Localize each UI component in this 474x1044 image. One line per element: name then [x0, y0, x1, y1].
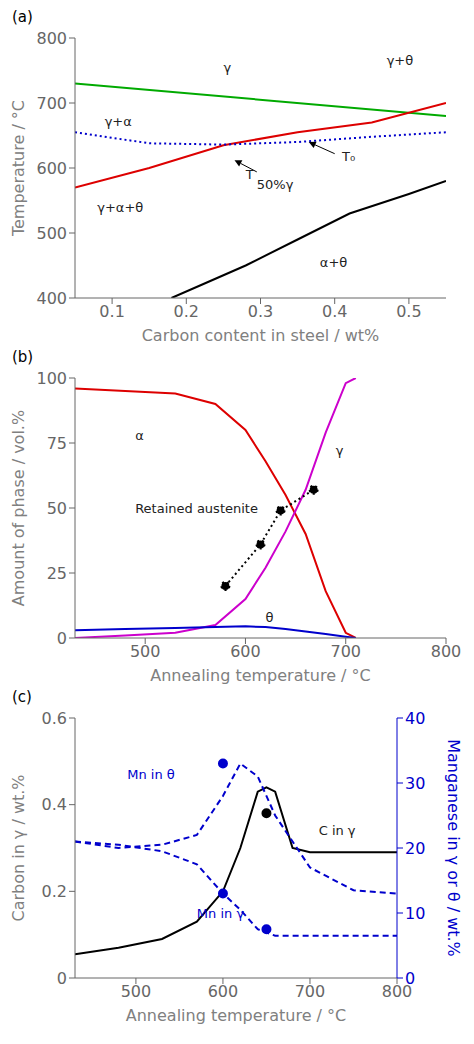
svg-text:0: 0 [405, 969, 415, 988]
svg-text:40: 40 [405, 709, 425, 728]
svg-text:Carbon in γ / wt.%: Carbon in γ / wt.% [9, 774, 28, 921]
svg-text:T₀: T₀ [341, 149, 355, 164]
svg-text:0.2: 0.2 [42, 882, 67, 901]
svg-text:γ: γ [223, 60, 231, 75]
svg-text:Amount of phase / vol.%: Amount of phase / vol.% [9, 410, 28, 606]
svg-text:500: 500 [130, 642, 161, 661]
svg-text:Manganese in γ or θ / wt.%: Manganese in γ or θ / wt.% [444, 739, 463, 957]
svg-text:θ: θ [266, 610, 274, 625]
svg-text:T: T [245, 167, 254, 182]
svg-text:800: 800 [431, 642, 462, 661]
svg-text:γ+α+θ: γ+α+θ [97, 200, 143, 215]
svg-text:0: 0 [57, 629, 67, 648]
svg-text:γ+α: γ+α [105, 114, 132, 129]
svg-text:α+θ: α+θ [320, 255, 347, 270]
svg-text:30: 30 [405, 774, 425, 793]
svg-text:800: 800 [381, 982, 413, 1002]
svg-text:0.4: 0.4 [322, 302, 347, 321]
svg-text:Carbon content in steel / wt%: Carbon content in steel / wt% [142, 326, 380, 345]
svg-text:Temperature / °C: Temperature / °C [9, 100, 28, 237]
svg-text:0.5: 0.5 [396, 302, 421, 321]
svg-text:0.6: 0.6 [42, 709, 67, 728]
svg-text:Retained austenite: Retained austenite [135, 501, 258, 516]
html-text:(b): (b) [12, 348, 34, 366]
svg-text:700: 700 [295, 982, 326, 1001]
svg-text:50%γ: 50%γ [257, 177, 294, 192]
svg-text:100: 100 [36, 369, 67, 388]
svg-text:600: 600 [230, 642, 261, 661]
html-text:(c): (c) [12, 688, 32, 706]
svg-text:Annealing temperature / °C: Annealing temperature / °C [150, 666, 370, 685]
svg-text:0.1: 0.1 [99, 302, 124, 321]
svg-text:Mn in γ: Mn in γ [197, 906, 245, 921]
svg-text:0.2: 0.2 [174, 302, 199, 321]
svg-text:75: 75 [47, 434, 67, 453]
svg-text:700: 700 [36, 94, 67, 113]
svg-text:25: 25 [47, 564, 67, 583]
svg-text:600: 600 [36, 159, 67, 178]
svg-text:γ+θ: γ+θ [387, 53, 414, 68]
svg-text:500: 500 [36, 224, 67, 243]
svg-text:600: 600 [208, 982, 239, 1001]
svg-text:Mn in θ: Mn in θ [127, 767, 175, 782]
svg-text:50: 50 [47, 499, 67, 518]
html-text:(a): (a) [12, 8, 33, 26]
svg-text:0: 0 [57, 969, 67, 988]
svg-text:500: 500 [121, 982, 152, 1001]
svg-text:γ: γ [336, 443, 344, 458]
svg-text:10: 10 [405, 904, 425, 923]
svg-text:α: α [135, 428, 144, 443]
svg-text:400: 400 [36, 289, 67, 308]
svg-text:700: 700 [330, 642, 361, 661]
svg-text:20: 20 [405, 839, 425, 858]
svg-text:800: 800 [36, 29, 67, 48]
svg-text:Annealing temperature / °C: Annealing temperature / °C [126, 1006, 346, 1025]
svg-text:0.4: 0.4 [42, 795, 67, 814]
svg-text:0.3: 0.3 [248, 302, 273, 321]
svg-text:C in γ: C in γ [319, 823, 356, 838]
